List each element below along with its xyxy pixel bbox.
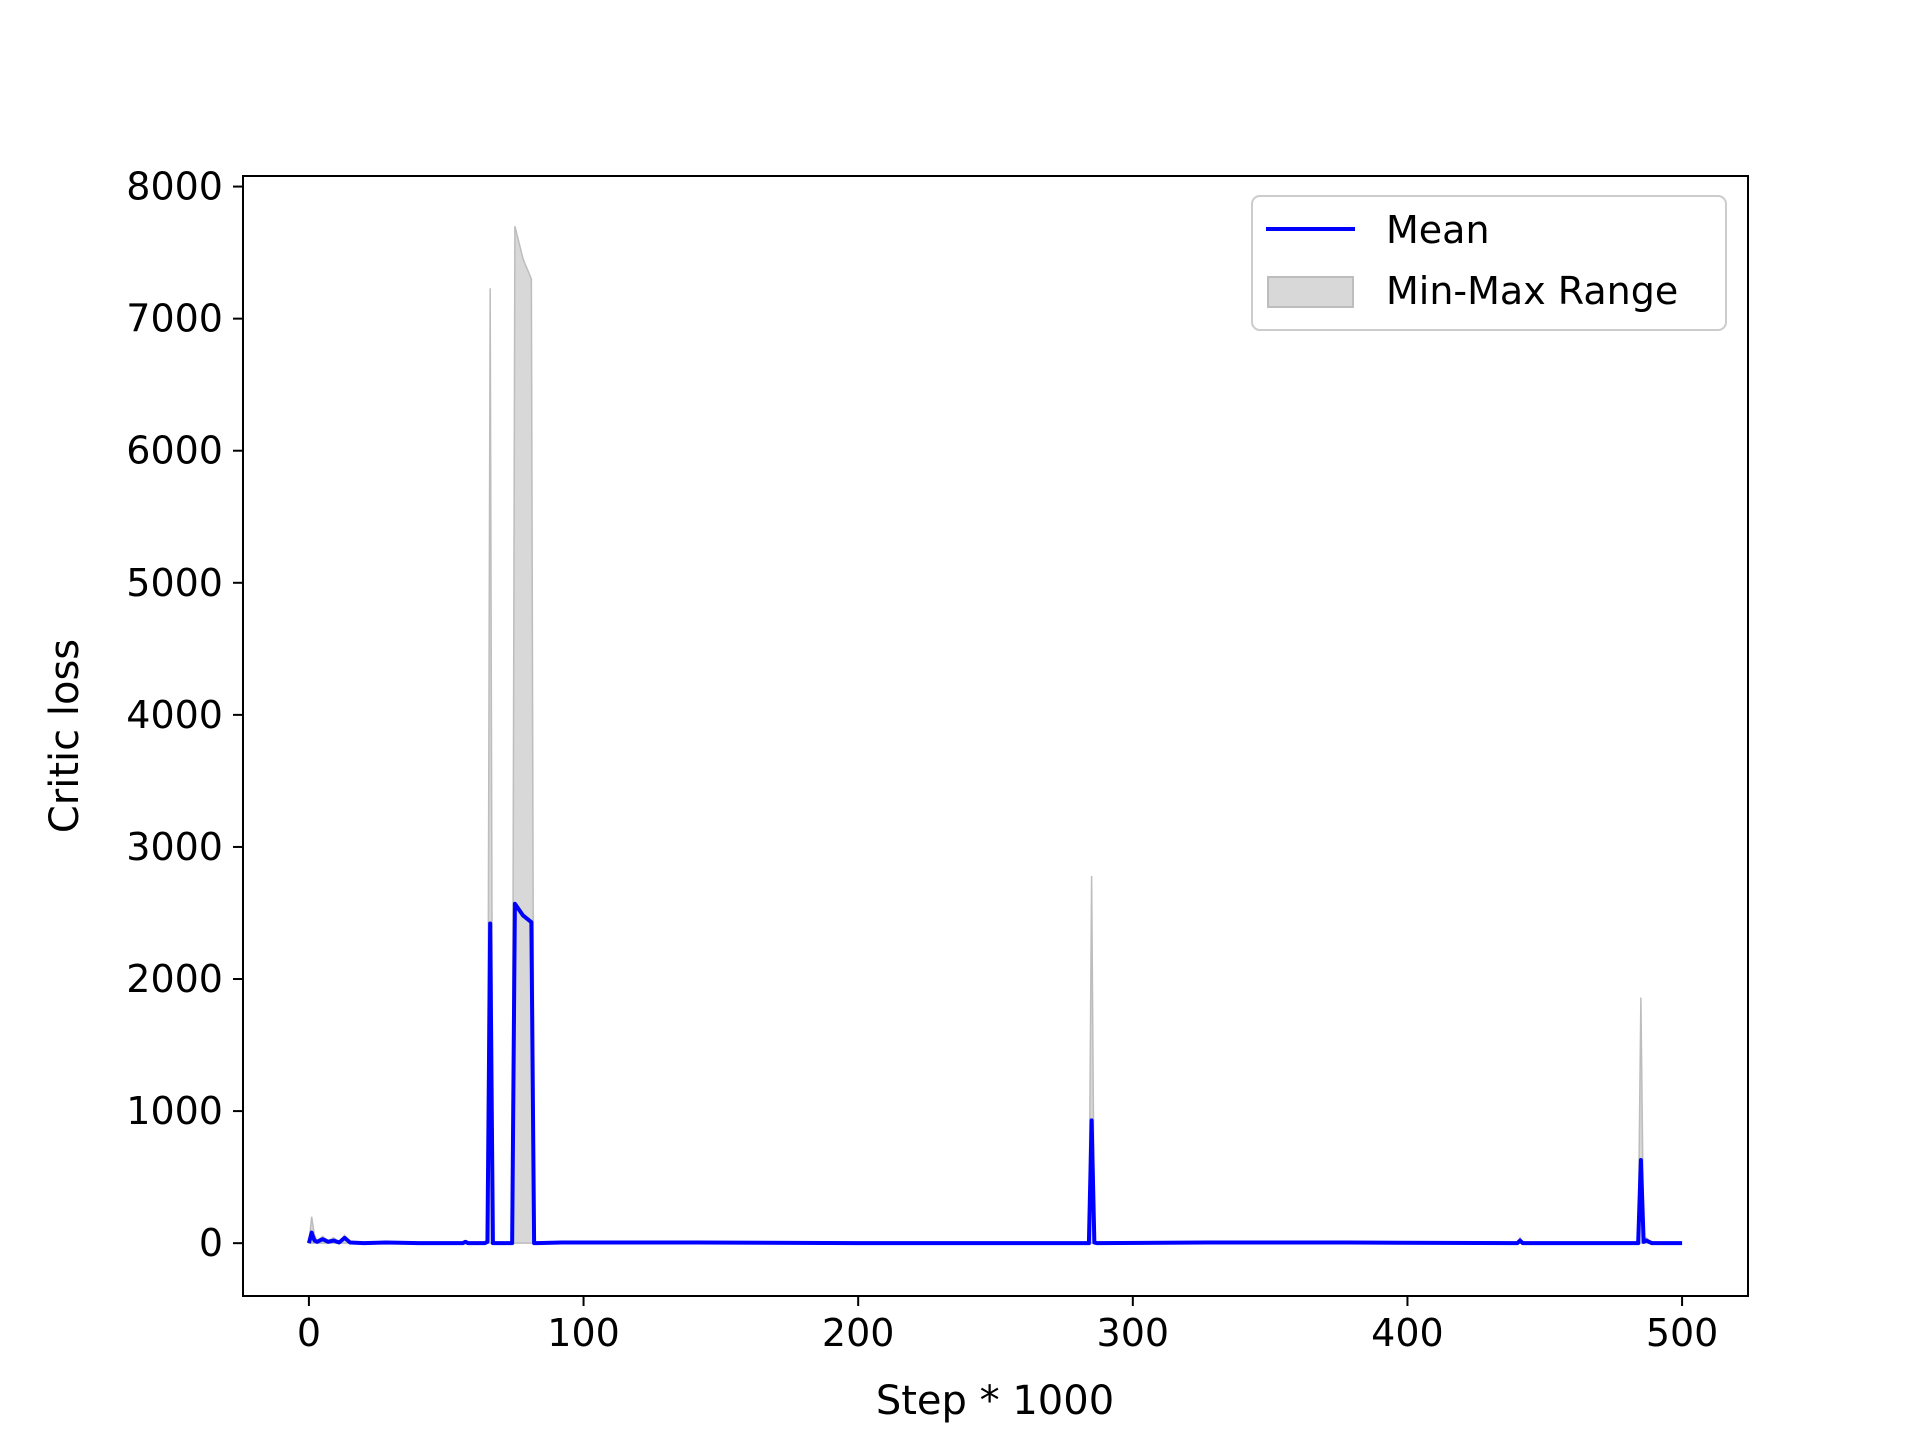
- y-tick-label: 2000: [126, 957, 223, 1001]
- y-tick-label: 1000: [126, 1089, 223, 1133]
- legend-mean-label: Mean: [1386, 208, 1490, 252]
- x-tick-label: 300: [1097, 1311, 1170, 1355]
- y-tick-label: 3000: [126, 825, 223, 869]
- x-tick-label: 100: [547, 1311, 620, 1355]
- legend-box: [1251, 195, 1727, 331]
- y-tick-label: 4000: [126, 693, 223, 737]
- x-axis-ticks: 0 100 200 300 400 500: [297, 1296, 1719, 1355]
- y-axis-label: Critic loss: [42, 639, 88, 833]
- x-tick-label: 400: [1371, 1311, 1444, 1355]
- y-tick-label: 8000: [126, 165, 223, 209]
- y-tick-label: 5000: [126, 561, 223, 605]
- y-tick-label: 6000: [126, 429, 223, 473]
- legend-range-swatch: [1267, 276, 1354, 308]
- y-tick-label: 0: [199, 1221, 223, 1265]
- mean-line: [306, 901, 1683, 1246]
- x-tick-label: 0: [297, 1311, 321, 1355]
- legend-range-label: Min-Max Range: [1386, 269, 1678, 313]
- x-axis-label: Step * 1000: [876, 1378, 1114, 1424]
- plot-area: [306, 226, 1683, 1246]
- x-tick-label: 500: [1646, 1311, 1719, 1355]
- legend: Mean Min-Max Range: [1251, 195, 1727, 331]
- x-tick-label: 200: [822, 1311, 895, 1355]
- y-axis-ticks: 0 1000 2000 3000 4000 5000 6000 7000 8000: [126, 165, 243, 1265]
- y-tick-label: 7000: [126, 297, 223, 341]
- axes-frame: [242, 175, 1749, 1297]
